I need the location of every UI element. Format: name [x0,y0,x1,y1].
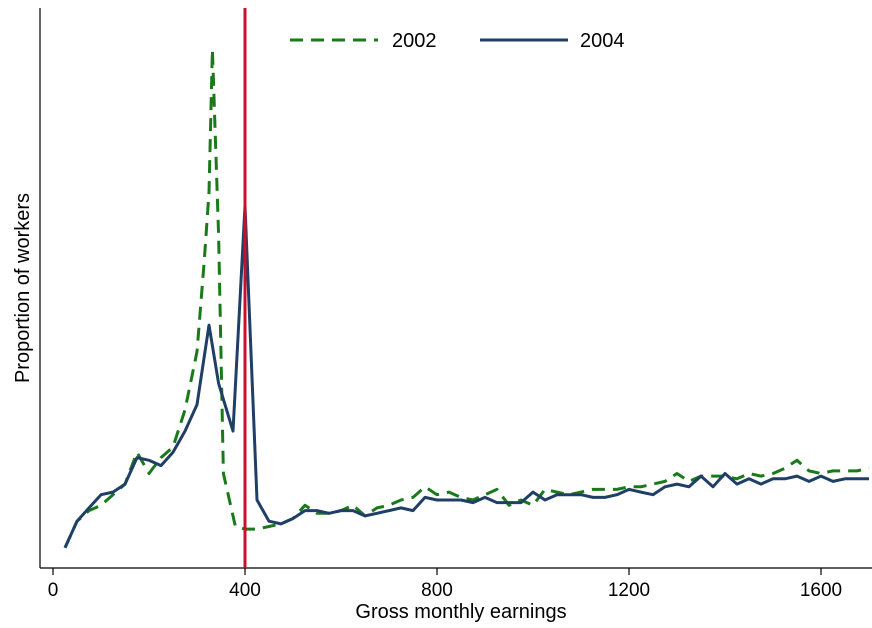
legend-label-2004: 2004 [580,30,625,52]
x-axis-tick-labels: 0 400 800 1200 1600 [48,580,842,601]
series-line-2002 [63,48,870,549]
x-tick-label-0: 0 [48,580,59,601]
series-line-2004 [63,204,869,549]
series-layer [63,48,870,549]
x-tick-label-800: 800 [421,580,453,601]
y-axis-label: Proportion of workers [12,193,34,383]
legend: 2002 2004 [290,30,625,52]
x-axis-label: Gross monthly earnings [355,601,566,623]
x-axis-ticks [52,568,822,575]
x-tick-label-1200: 1200 [608,580,650,601]
x-tick-label-400: 400 [229,580,261,601]
x-tick-label-1600: 1600 [800,580,842,601]
legend-label-2002: 2002 [392,30,437,52]
